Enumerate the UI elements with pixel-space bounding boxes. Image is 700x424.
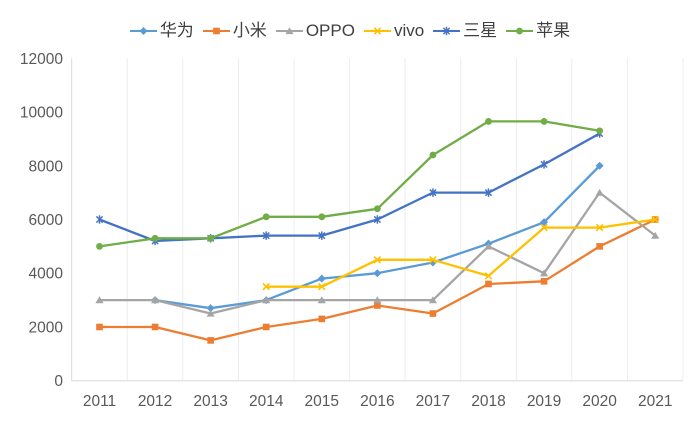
x-axis-tick-labels: 2011 2012 2013 2014 2015 2016 2017 2018 2019 2020… (83, 393, 673, 410)
legend-label: vivo (393, 21, 425, 40)
legend-marker-samsung-icon (433, 26, 461, 36)
y-tick-label: 10000 (20, 105, 63, 122)
legend-marker-xiaomi-icon (202, 27, 230, 35)
y-tick-label: 4000 (29, 266, 64, 283)
series-samsung (95, 129, 604, 246)
legend-marker-apple-icon (506, 27, 534, 35)
series-vivo-markers (262, 215, 659, 291)
legend-marker-vivo-icon (363, 27, 391, 35)
legend-item-vivo: vivo (363, 19, 425, 43)
x-tick-label: 2015 (305, 393, 339, 410)
x-tick-label: 2016 (360, 393, 394, 410)
legend-label: OPPO (305, 21, 355, 40)
legend-item-oppo: OPPO (275, 19, 355, 43)
x-tick-label: 2013 (193, 393, 227, 410)
y-tick-label: 8000 (29, 158, 64, 175)
x-tick-label: 2011 (83, 393, 116, 410)
legend-label: 苹果 (536, 21, 571, 40)
x-tick-label: 2018 (471, 393, 505, 410)
series-oppo (95, 188, 660, 317)
series-vivo (262, 215, 659, 291)
x-tick-label: 2020 (582, 393, 617, 410)
y-tick-label: 2000 (29, 319, 64, 336)
legend-label: 华为 (159, 21, 194, 40)
y-tick-label: 12000 (20, 51, 63, 68)
series-apple (96, 118, 604, 250)
legend-marker-huawei-icon (129, 27, 157, 35)
chart-legend: 华为 小米 OPPO vivo 三星 苹果 (0, 19, 700, 43)
legend-item-samsung: 三星 (433, 19, 497, 43)
x-tick-label: 2014 (249, 393, 284, 410)
legend-label: 三星 (463, 21, 498, 40)
x-tick-label: 2021 (638, 393, 672, 410)
x-tick-label: 2019 (527, 393, 561, 410)
y-axis-tick-labels: 0 2000 4000 6000 8000 10000 12000 (20, 51, 63, 390)
legend-label: 小米 (232, 21, 267, 40)
legend-marker-oppo-icon (275, 27, 303, 35)
series-oppo-markers (95, 188, 660, 317)
x-tick-label: 2012 (138, 393, 172, 410)
legend-item-xiaomi: 小米 (202, 19, 267, 43)
axes (71, 58, 683, 382)
legend-item-huawei: 华为 (129, 19, 194, 43)
series-apple-markers (96, 118, 604, 250)
y-tick-label: 6000 (29, 212, 64, 229)
series-xiaomi-markers (96, 216, 659, 344)
legend-item-apple: 苹果 (506, 19, 570, 43)
series-xiaomi (96, 216, 659, 344)
y-tick-label: 0 (54, 373, 63, 390)
gridlines (126, 58, 684, 381)
x-tick-label: 2017 (416, 393, 450, 410)
